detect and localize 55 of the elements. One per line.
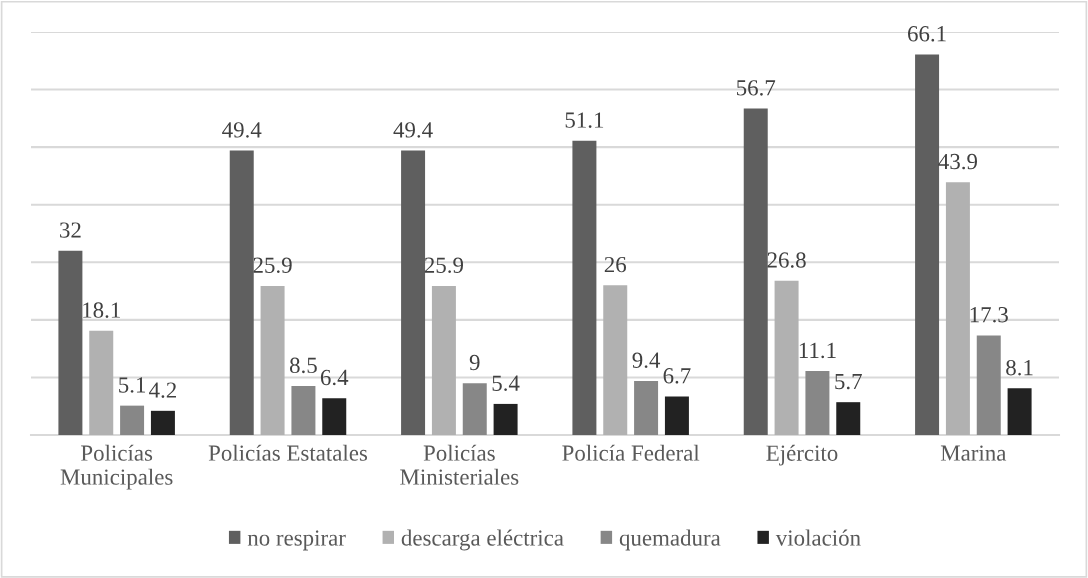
data-label: 49.4 (393, 122, 433, 138)
data-label: 9 (469, 354, 480, 371)
legend-label: descarga eléctrica (401, 529, 564, 551)
data-label: 5.7 (835, 373, 862, 390)
bar (836, 402, 861, 435)
bar (58, 250, 83, 435)
bar (462, 383, 487, 435)
bar (1007, 388, 1032, 435)
legend-label: quemadura (619, 529, 721, 551)
bar (805, 371, 830, 435)
legend-label: violación (775, 529, 861, 546)
bar (743, 108, 768, 435)
data-label: 17.3 (970, 307, 1008, 323)
bar (322, 398, 347, 435)
data-label: 56.7 (737, 80, 776, 96)
bar (603, 285, 628, 435)
data-label: 32 (60, 222, 81, 238)
x-tick-label: Policías Ministeriales (400, 444, 519, 485)
bar (229, 150, 254, 435)
bar (976, 335, 1001, 435)
data-label: 4.2 (149, 382, 176, 398)
legend-label: no respirar (247, 530, 346, 551)
data-label: 6.4 (320, 369, 349, 386)
x-tick-label: Policía Federal (562, 444, 700, 461)
data-label: 5.4 (492, 375, 520, 392)
bar (572, 140, 597, 435)
x-tick-label: Policías Estatales (208, 444, 368, 461)
bar (431, 285, 456, 435)
bar (150, 410, 175, 435)
bar (493, 403, 518, 435)
bar (260, 285, 285, 435)
data-label: 18.1 (83, 302, 120, 318)
data-label: 25.9 (424, 257, 464, 273)
bar (401, 150, 426, 435)
data-label: 26 (604, 256, 627, 273)
data-label: 49.4 (222, 122, 262, 138)
bar (915, 54, 940, 435)
bar (634, 380, 659, 435)
data-label: 66.1 (908, 26, 946, 42)
data-label: 9.4 (632, 352, 661, 368)
x-tick-label: Policías Municipales (60, 444, 173, 490)
data-label: 8.5 (289, 357, 317, 374)
data-label: 11.1 (799, 342, 836, 359)
bar (120, 405, 145, 435)
data-label: 5.1 (119, 377, 146, 393)
bar (89, 330, 114, 435)
bar (945, 182, 970, 435)
x-tick-label: Ejército (766, 444, 838, 466)
bar (291, 386, 316, 435)
bar (664, 396, 689, 435)
data-label: 8.1 (1006, 359, 1033, 376)
data-label: 51.1 (565, 112, 604, 128)
bar (774, 280, 799, 435)
data-label: 6.7 (663, 368, 691, 384)
x-tick-label: Marina (940, 445, 1007, 461)
